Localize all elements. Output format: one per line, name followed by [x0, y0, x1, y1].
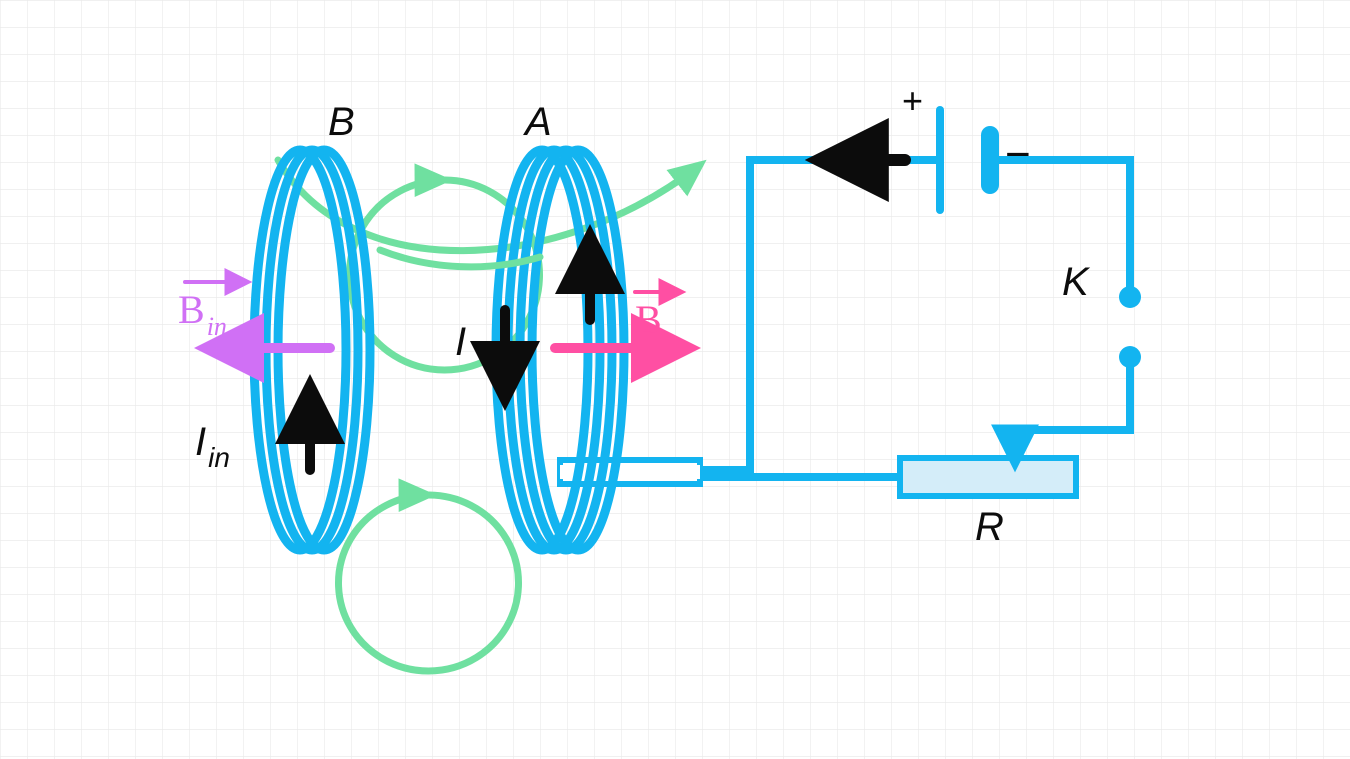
- diagram-canvas: B A I Iin B Bin + − K R: [0, 0, 1350, 759]
- label-b-in: Bin: [178, 286, 225, 333]
- label-k: K: [1062, 260, 1089, 305]
- grid-bg: [0, 0, 1350, 759]
- label-coil-b: B: [328, 100, 355, 145]
- label-minus: −: [1005, 130, 1031, 180]
- diagram-svg: [0, 0, 1350, 759]
- label-plus: +: [902, 80, 923, 122]
- label-i: I: [455, 320, 466, 365]
- label-i-in: Iin: [195, 420, 228, 465]
- label-b-vec: B: [635, 296, 662, 343]
- label-r: R: [975, 505, 1004, 550]
- label-coil-a: A: [525, 100, 552, 145]
